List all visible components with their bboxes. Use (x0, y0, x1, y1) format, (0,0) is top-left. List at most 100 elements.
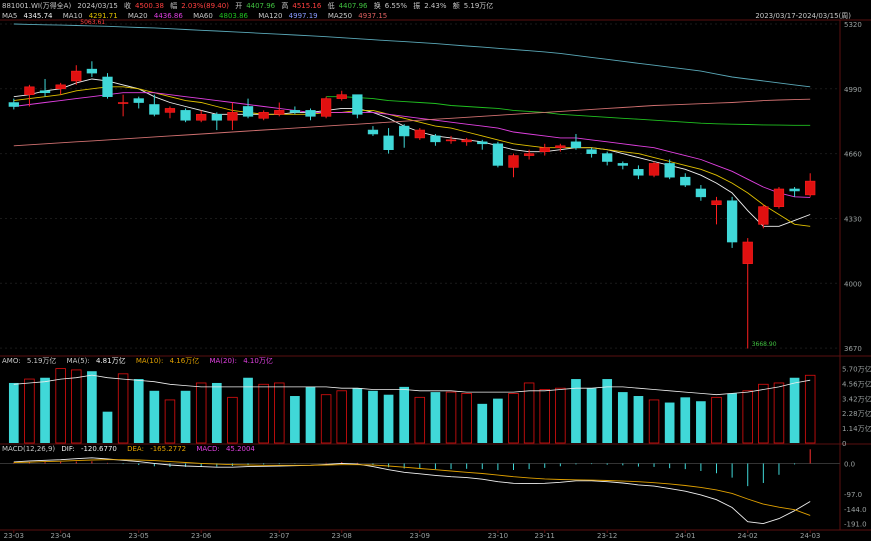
time-tick-label: 23-05 (129, 532, 149, 540)
candle-down (8, 102, 19, 107)
change-value: 2.03%(89.40) (181, 2, 229, 10)
amount-ma5-line (13, 374, 811, 396)
macd-dif-legend[interactable]: DIF: -120.6770 (61, 445, 117, 453)
amount-bar-up (742, 390, 753, 444)
ma10-legend[interactable]: MA10 4291.71 (62, 12, 118, 20)
amount-bar-down (180, 390, 191, 443)
amount-bar-up (227, 396, 238, 444)
macd-dea-legend[interactable]: DEA: -165.2772 (127, 445, 187, 453)
open-label: 开 (235, 2, 243, 10)
candle-up (320, 98, 332, 117)
amount-bar-up (195, 382, 207, 444)
candle-down (726, 200, 738, 243)
ma60-legend[interactable]: MA60 4803.86 (193, 12, 248, 20)
ma120-legend[interactable]: MA120 4997.19 (258, 12, 318, 20)
candle-up (55, 84, 66, 90)
ma-line-ma250 (13, 98, 811, 147)
candle-down (242, 106, 254, 117)
amount-bar-down (617, 392, 628, 443)
amount-bar-up (274, 382, 285, 444)
candle-up (523, 153, 535, 156)
candle-down (133, 98, 144, 103)
turnover-label: 换 (373, 2, 381, 10)
amount-bar-up (71, 369, 82, 444)
amount-bar-up (320, 394, 332, 444)
candle-up (805, 180, 816, 196)
candle-down (570, 141, 582, 149)
candle-up (555, 145, 566, 149)
candle-down (367, 129, 379, 135)
amo-ma5-legend[interactable]: MA(5): 4.81万亿 (66, 357, 126, 365)
price-tick-label: 4660 (844, 151, 862, 159)
amount-label: 额 (452, 2, 460, 10)
time-tick-label: 24-02 (738, 532, 758, 540)
candle-down (289, 110, 301, 113)
candle-up (164, 108, 176, 113)
amount-bar-down (789, 377, 800, 443)
amount-bar-down (149, 390, 160, 443)
amount-bar-up (258, 383, 269, 444)
amount-bar-down (727, 393, 737, 443)
candle-up (227, 112, 238, 121)
amount-bar-down (8, 382, 19, 443)
date-range[interactable]: 2023/03/17-2024/03/15(周) (755, 12, 851, 20)
amount-tick-label: 0 (842, 440, 846, 448)
amount-bar-down (87, 371, 97, 443)
candle-down (695, 188, 707, 198)
candle-up (24, 86, 35, 95)
candle-down (492, 143, 504, 166)
candle-down (633, 169, 644, 176)
amo-ma10-legend[interactable]: MA(10): 4.16万亿 (135, 357, 200, 365)
amount-bar-up (508, 393, 519, 444)
candle-up (336, 94, 347, 99)
ma20-legend[interactable]: MA20 4436.86 (127, 12, 183, 20)
amount-bar-up (55, 368, 66, 444)
candle-up (711, 200, 722, 205)
amount-bar-down (664, 402, 675, 443)
macd-tick-label: 0.0 (844, 460, 855, 468)
amount-bar-up (555, 387, 566, 444)
amount-bar-down (477, 403, 488, 443)
amount-tick-label: 5.70万亿 (842, 365, 871, 374)
candle-down (102, 76, 113, 97)
macd-params[interactable]: MACD(12,26,9) (2, 445, 56, 453)
candle-up (258, 112, 269, 119)
amo-legend[interactable]: AMO: 5.19万亿 (2, 357, 57, 365)
candle-down (602, 153, 613, 162)
amount-tick-label: 3.42万亿 (842, 394, 871, 403)
macd-dea-line (13, 459, 811, 516)
macd-tick-label: -144.0 (844, 506, 867, 514)
amount-bar-down (430, 392, 441, 443)
amount-bar-down (368, 390, 378, 443)
amount-bar-up (539, 389, 550, 444)
amount-tick-label: 4.56万亿 (842, 379, 871, 388)
amo-ma20-legend[interactable]: MA(20): 4.10万亿 (209, 357, 273, 365)
candle-up (196, 114, 207, 121)
amount-bar-up (758, 383, 769, 444)
ma250-legend[interactable]: MA250 4937.15 (327, 12, 388, 20)
amount-bar-down (40, 377, 50, 443)
amplitude-label: 振 (413, 2, 421, 10)
time-tick-label: 23-11 (535, 532, 555, 540)
macd-dif-line (13, 457, 811, 525)
macd-value-legend[interactable]: MACD: 45.2004 (196, 445, 255, 453)
candle-up (539, 147, 550, 152)
amount-bar-up (445, 391, 457, 444)
amount-bar-down (602, 379, 613, 443)
ma5-legend[interactable]: MA5 4345.74 (2, 12, 53, 20)
price-tick-label: 4000 (844, 280, 862, 288)
candle-down (789, 188, 800, 192)
amount-bar-up (773, 382, 785, 444)
candle-up (274, 110, 285, 115)
candle-up (758, 206, 769, 225)
candle-down (383, 135, 394, 150)
quote-header: 881001.WI(万得全A) 2024/03/15 收 4500.38 幅 2.0… (0, 0, 871, 13)
price-tick-label: 4330 (844, 215, 862, 223)
time-tick-label: 23-04 (50, 532, 71, 540)
macd-tick-label: -191.0 (844, 521, 867, 529)
candle-down (664, 163, 675, 178)
ticker[interactable]: 881001.WI(万得全A) (2, 2, 72, 10)
time-tick-label: 23-09 (410, 532, 430, 540)
amount-bar-down (352, 388, 363, 443)
